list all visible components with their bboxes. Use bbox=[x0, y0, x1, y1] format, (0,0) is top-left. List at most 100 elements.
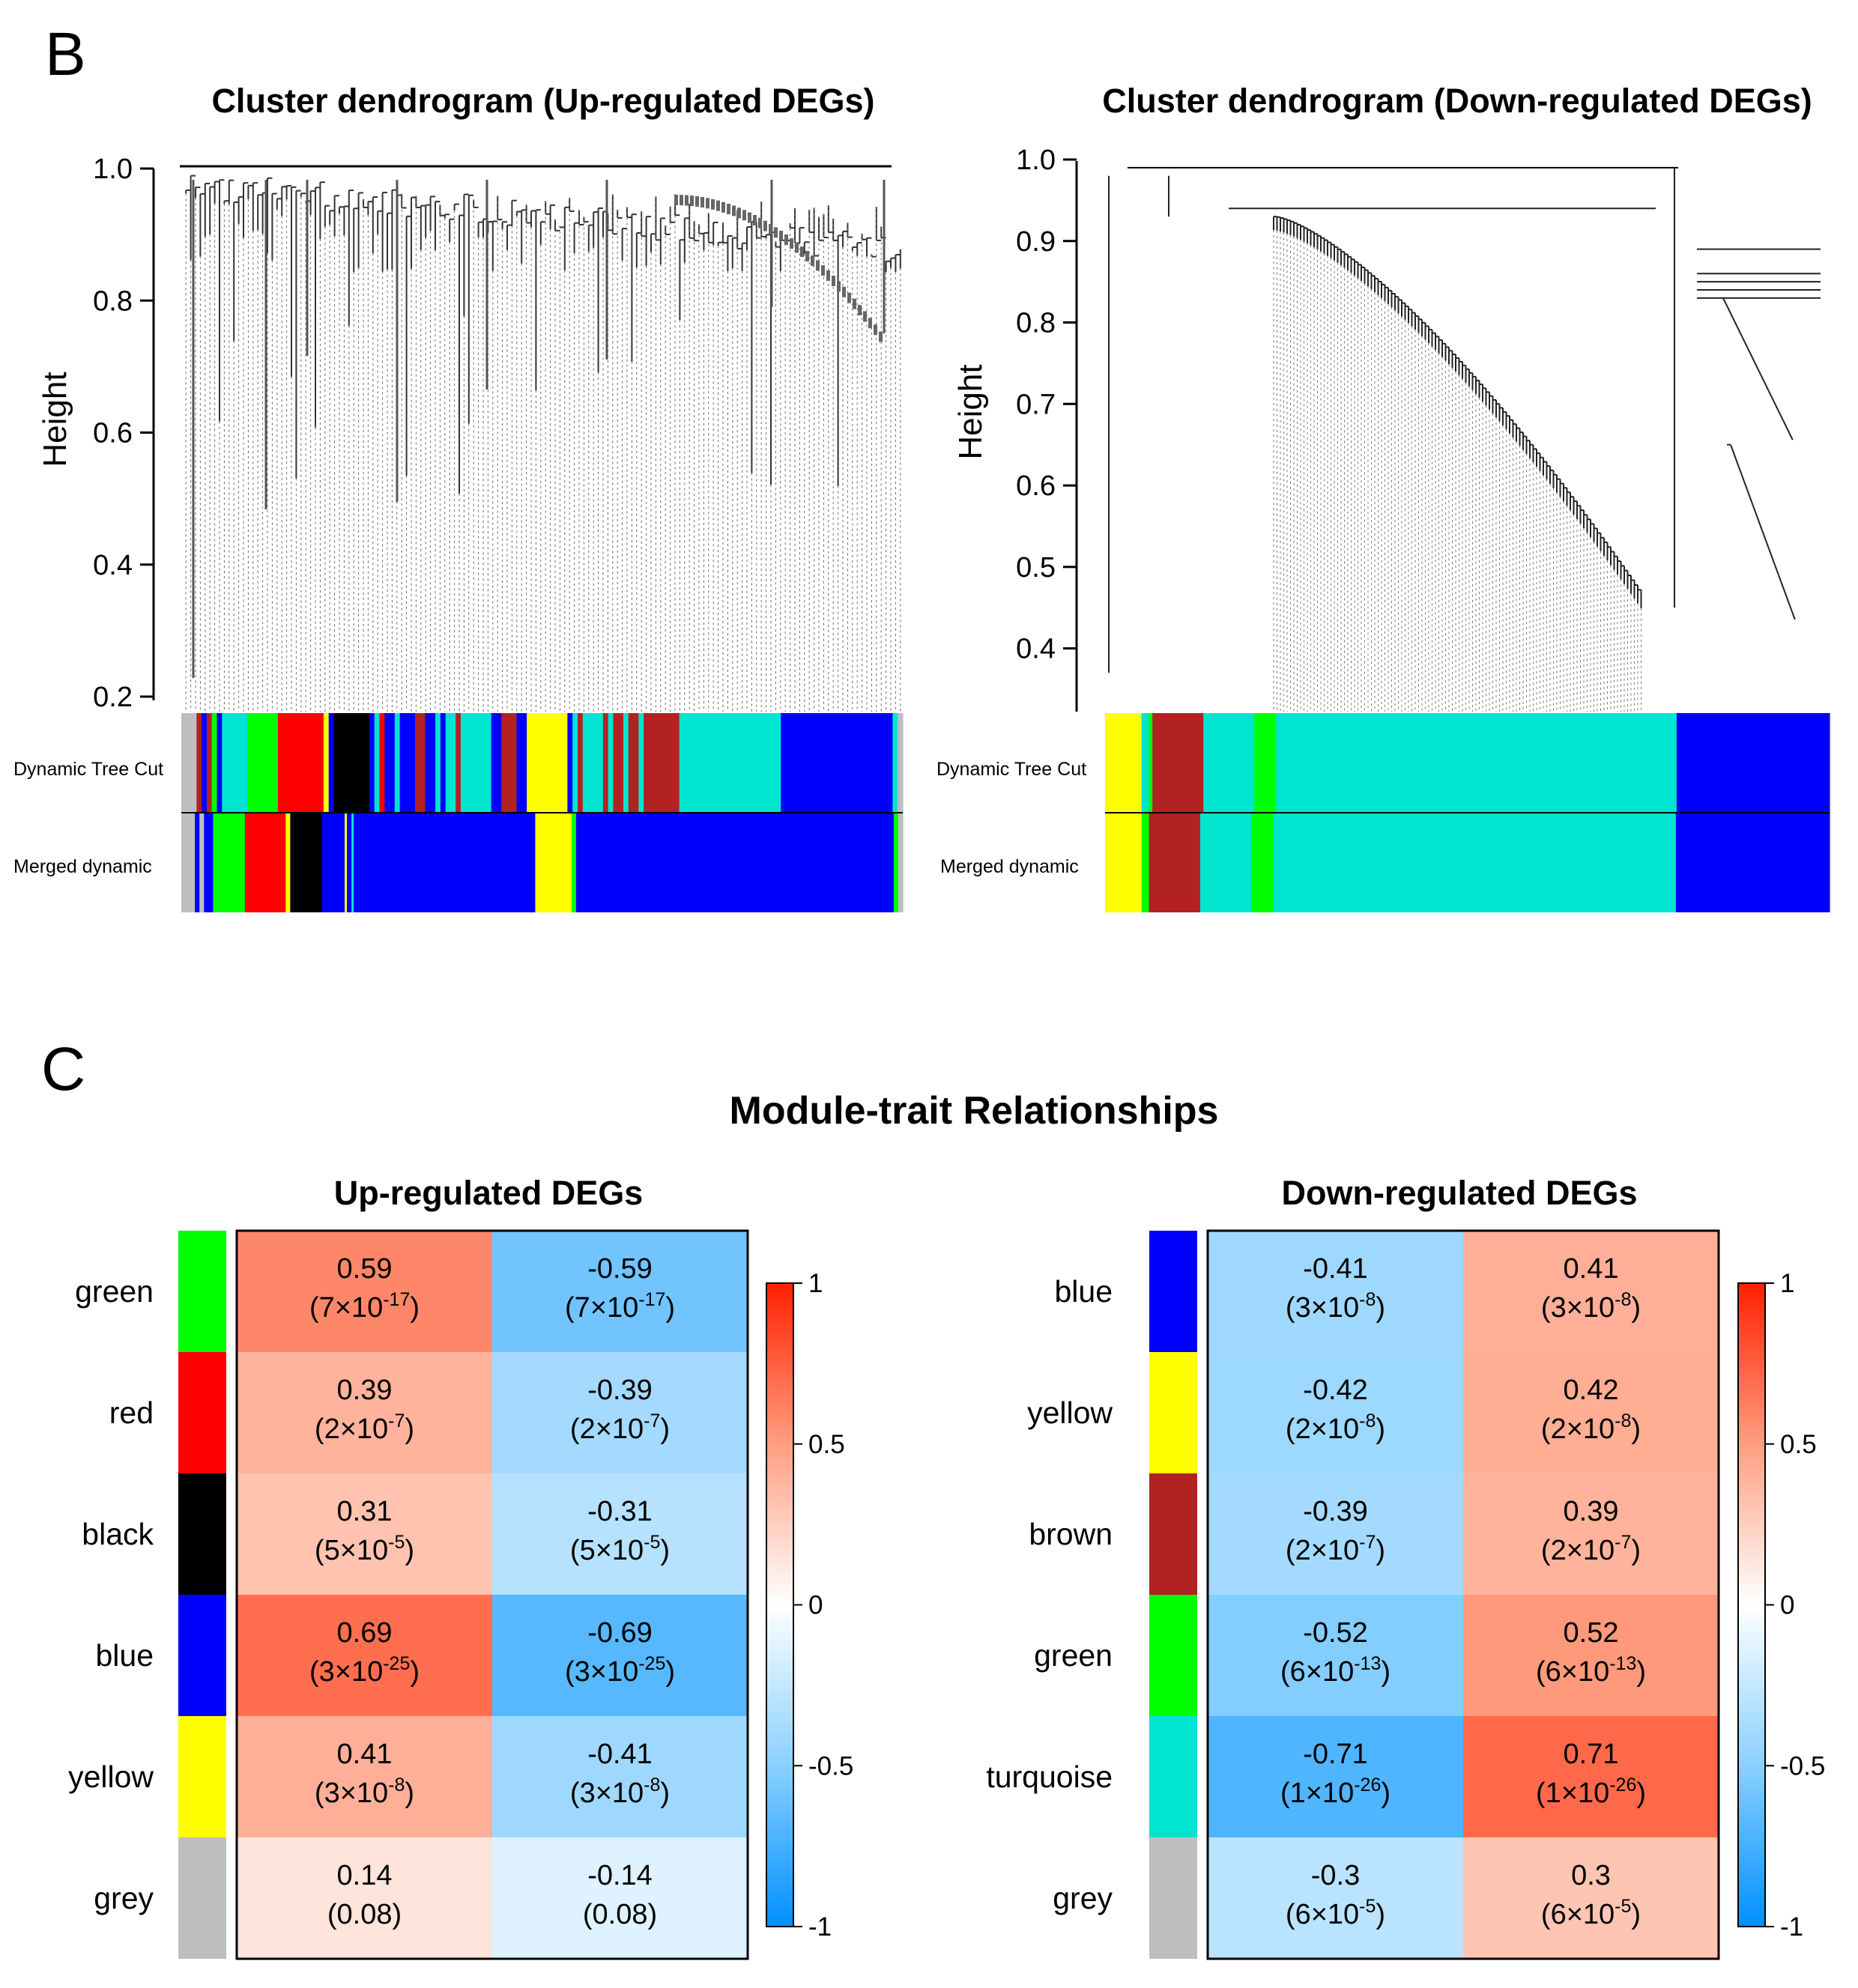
dendrogram-down-ylabel: Height bbox=[952, 364, 989, 459]
ytick-label: 0.6 bbox=[1016, 470, 1056, 502]
dendrogram-branch bbox=[1777, 574, 1781, 580]
dynamic-tree-cut-segment bbox=[399, 713, 416, 813]
dendrogram-branch bbox=[1739, 332, 1743, 338]
merged-dynamic-segment bbox=[199, 813, 205, 912]
dynamic-tree-cut-segment bbox=[369, 713, 375, 813]
heatmap-cell bbox=[237, 1352, 492, 1473]
dendrogram-branch bbox=[1773, 560, 1776, 566]
cell-pvalue: (6×10-5) bbox=[1286, 1896, 1385, 1930]
merged-dynamic-segment bbox=[1199, 813, 1252, 912]
heatmap-down: blue-0.41(3×10-8)0.41(3×10-8)yellow-0.42… bbox=[986, 1229, 1720, 1960]
colorbar-down: 1 0.5 0 -0.5 -1 bbox=[1737, 1269, 1825, 1942]
cell-pvalue: (3×10-25) bbox=[309, 1653, 420, 1688]
dynamic-tree-cut-segment bbox=[1254, 713, 1277, 813]
cell-pvalue-exponent: -7 bbox=[1359, 1532, 1376, 1553]
dendrogram-up-ylabel: Height bbox=[37, 372, 73, 467]
cell-pvalue-close: ) bbox=[1376, 1413, 1385, 1445]
dendrogram-branch bbox=[1789, 434, 1794, 440]
module-color-yellow bbox=[178, 1716, 226, 1837]
heatmap-down-title: Down-regulated DEGs bbox=[1281, 1174, 1637, 1212]
dynamic-tree-cut-segment bbox=[414, 713, 426, 813]
dendrogram-branch bbox=[690, 196, 694, 207]
dendrogram-branch bbox=[1769, 551, 1773, 557]
dynamic-tree-cut-segment bbox=[602, 713, 609, 813]
dendrogram-down-row-label-merged: Merged dynamic bbox=[940, 856, 1079, 877]
dendrogram-branch bbox=[837, 281, 841, 292]
cell-pvalue-close: ) bbox=[1631, 1413, 1641, 1445]
dynamic-tree-cut-segment bbox=[384, 713, 396, 813]
dendrogram-branch bbox=[1758, 521, 1761, 526]
dendrogram-branch bbox=[1752, 507, 1756, 512]
dynamic-tree-cut-segment bbox=[572, 713, 578, 813]
cell-correlation: -0.3 bbox=[1311, 1860, 1360, 1891]
ytick-label: 0.9 bbox=[1016, 226, 1056, 258]
dynamic-tree-cut-segment bbox=[440, 713, 447, 813]
cell-pvalue-close: ) bbox=[660, 1535, 670, 1566]
dynamic-tree-cut-segment bbox=[577, 713, 584, 813]
cell-pvalue-exponent: -8 bbox=[1615, 1410, 1631, 1431]
dendrogram-branch bbox=[695, 196, 699, 207]
cell-correlation: 0.71 bbox=[1564, 1739, 1619, 1770]
cell-correlation: -0.52 bbox=[1303, 1617, 1368, 1649]
dendrogram-branch bbox=[1781, 583, 1785, 589]
dendrogram-branch bbox=[805, 251, 809, 261]
dynamic-tree-cut-segment bbox=[333, 713, 370, 813]
module-color-green bbox=[178, 1231, 226, 1352]
cell-pvalue-close: ) bbox=[1636, 1778, 1646, 1809]
cell-pvalue-exponent: -7 bbox=[1615, 1532, 1631, 1553]
dendrogram-branch bbox=[1767, 390, 1772, 396]
dendrogram-branch bbox=[842, 286, 846, 297]
dynamic-tree-cut-segment bbox=[181, 713, 197, 813]
heatmap-cell bbox=[237, 1595, 492, 1716]
dendrogram-branch bbox=[853, 298, 856, 309]
module-label: turquoise bbox=[986, 1760, 1113, 1794]
cell-pvalue-close: ) bbox=[1381, 1656, 1391, 1688]
merged-dynamic-segment bbox=[893, 813, 899, 912]
merged-dynamic-segment bbox=[244, 813, 286, 912]
dynamic-tree-cut-segment bbox=[425, 713, 436, 813]
cell-pvalue-exponent: -17 bbox=[638, 1289, 665, 1310]
cell-pvalue-base: (3×10 bbox=[570, 1778, 644, 1809]
merged-dynamic-segment bbox=[290, 813, 323, 912]
ytick-label: 0.5 bbox=[1016, 552, 1056, 584]
dynamic-tree-cut-segment bbox=[527, 713, 569, 813]
heatmap-cell bbox=[1208, 1352, 1463, 1473]
dynamic-tree-cut-segment bbox=[460, 713, 492, 813]
dynamic-tree-cut-segment bbox=[1149, 713, 1153, 813]
cell-pvalue-close: ) bbox=[1376, 1292, 1385, 1324]
module-label: grey bbox=[1053, 1881, 1113, 1915]
dynamic-tree-cut-segment bbox=[781, 713, 894, 813]
dendrogram-branch bbox=[1791, 610, 1794, 616]
dendrogram-branch bbox=[1751, 356, 1755, 363]
dendrogram-branch bbox=[727, 204, 730, 214]
ytick-label: 0.2 bbox=[93, 682, 133, 713]
heatmap-cell bbox=[1463, 1473, 1719, 1595]
module-color-black bbox=[178, 1473, 226, 1595]
ytick-label: 1.0 bbox=[1016, 145, 1056, 176]
dendrogram-branch bbox=[711, 199, 715, 210]
dynamic-tree-cut-segment bbox=[501, 713, 518, 813]
colorbar-up: 1 0.5 0 -0.5 -1 bbox=[766, 1269, 853, 1942]
dynamic-tree-cut-segment bbox=[516, 713, 527, 813]
heatmap-cell bbox=[1208, 1231, 1463, 1352]
dendrogram-branch bbox=[1787, 429, 1791, 436]
heatmap-up-title: Up-regulated DEGs bbox=[334, 1174, 644, 1212]
cell-pvalue-base: (2×10 bbox=[1286, 1535, 1359, 1566]
dendrogram-branch bbox=[1771, 556, 1775, 562]
dendrogram-branch bbox=[1731, 317, 1736, 323]
heatmap-border bbox=[1206, 1229, 1720, 1960]
cell-pvalue: (2×10-8) bbox=[1286, 1410, 1385, 1445]
dynamic-tree-cut-segment bbox=[1276, 713, 1677, 813]
dendrogram-branch bbox=[1779, 415, 1784, 421]
dynamic-tree-cut-segment bbox=[1141, 713, 1149, 813]
merged-dynamic-segment bbox=[195, 813, 200, 912]
colorbar-tick-label: -1 bbox=[808, 1912, 832, 1942]
cell-pvalue-close: ) bbox=[665, 1292, 675, 1324]
merged-dynamic-segment bbox=[347, 813, 352, 912]
cell-correlation: -0.59 bbox=[587, 1253, 653, 1285]
cell-pvalue-close: ) bbox=[405, 1778, 414, 1809]
cell-correlation: 0.31 bbox=[337, 1496, 393, 1527]
module-color-blue bbox=[1149, 1231, 1197, 1352]
cell-pvalue: (2×10-8) bbox=[1541, 1410, 1641, 1445]
dendrogram-branch bbox=[685, 195, 689, 206]
